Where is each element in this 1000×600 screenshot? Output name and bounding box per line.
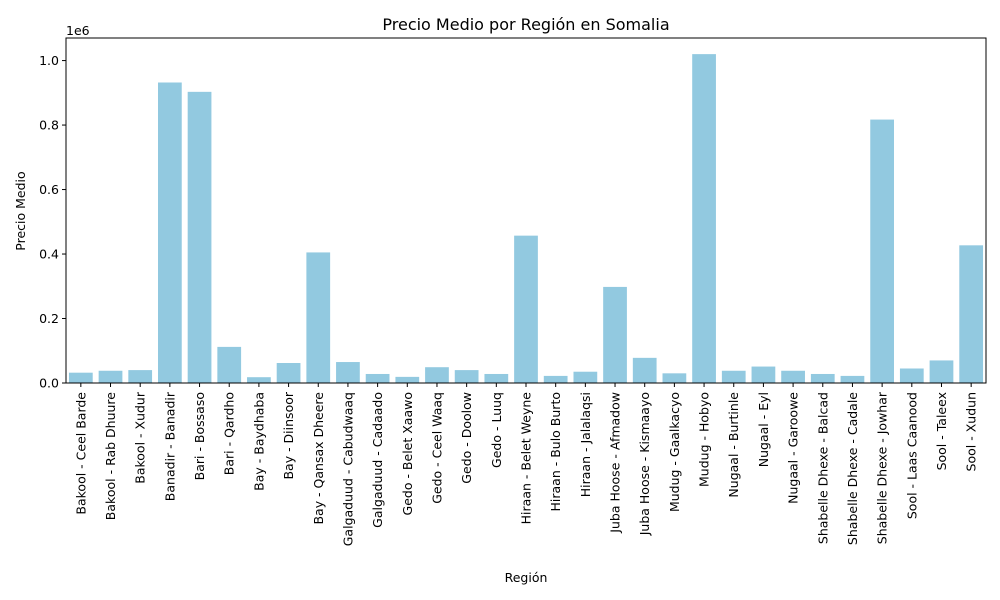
x-tick-label: Gedo - Luuq [489, 392, 504, 468]
bar [128, 370, 153, 383]
x-tick-label: Shabelle Dhexe - Cadale [845, 392, 860, 545]
x-axis: Bakool - Ceel Barde Bakool - Rab Dhuure Ba… [73, 383, 979, 546]
chart-title: Precio Medio por Región en Somalia [382, 15, 669, 34]
x-tick-label: Bay - Diinsoor [281, 391, 296, 479]
bar [187, 91, 212, 383]
x-tick-label: Shabelle Dhexe - Jowhar [875, 391, 890, 544]
bar [840, 375, 865, 383]
bar [692, 54, 716, 384]
x-tick-label: Nugaal - Garoowe [786, 392, 801, 504]
x-axis-label: Región [505, 570, 548, 585]
x-tick-label: Bari - Qardho [222, 392, 237, 475]
y-tick-label: 0.8 [39, 118, 59, 133]
x-tick-label: Bakool - Rab Dhuure [103, 392, 118, 520]
bars-group [68, 54, 984, 384]
bar [158, 82, 182, 383]
x-tick-label: Mudug - Gaalkacyo [667, 392, 682, 512]
x-tick-label: Hiraan - Bulo Burto [548, 392, 563, 512]
x-tick-label: Bay - Baydhaba [251, 392, 266, 491]
x-tick-label: Gedo - Ceel Waaq [429, 392, 444, 504]
bar [870, 119, 894, 383]
bar [632, 357, 657, 383]
bar [98, 370, 123, 383]
x-tick-label: Shabelle Dhexe - Balcad [815, 392, 830, 544]
x-tick-label: Nugaal - Eyl [756, 392, 771, 467]
x-tick-label: Juba Hoose - Kismaayo [637, 392, 652, 536]
x-tick-label: Nugaal - Burtinle [726, 392, 741, 498]
bar [929, 360, 954, 383]
x-tick-label: Hiraan - Belet Weyne [519, 392, 534, 525]
bar [68, 372, 93, 383]
x-tick-label: Galgaduud - Cadaado [370, 392, 385, 528]
bar [247, 377, 271, 383]
bar [454, 370, 479, 383]
y-tick-label: 0.0 [39, 376, 59, 391]
x-tick-label: Bay - Qansax Dheere [311, 392, 326, 525]
y-tick-label: 0.2 [39, 311, 59, 326]
bar [781, 370, 805, 383]
bar [276, 363, 301, 383]
x-tick-label: Gedo - Belet Xaawo [400, 392, 415, 515]
bar [514, 235, 538, 383]
bar [662, 373, 687, 383]
x-tick-label: Bakool - Xudur [133, 391, 148, 484]
bar [721, 370, 746, 383]
bar [425, 367, 449, 383]
x-tick-label: Mudug - Hobyo [697, 392, 712, 487]
bar [217, 346, 242, 383]
y-axis: 0.0 0.2 0.4 0.6 0.8 1.0 [39, 53, 66, 391]
bar [336, 362, 360, 383]
plot-frame [65, 37, 987, 384]
x-tick-label: Sool - Taleex [934, 392, 949, 470]
x-tick-label: Banadir - Banadir [162, 391, 177, 501]
x-tick-label: Galgaduud - Cabudwaaq [340, 392, 355, 546]
bar [603, 286, 627, 383]
y-axis-label: Precio Medio [13, 171, 28, 250]
bar [484, 373, 509, 383]
bar [810, 373, 835, 383]
bar [395, 376, 420, 383]
bar [751, 366, 776, 383]
bar [899, 368, 924, 383]
x-tick-label: Hiraan - Jalalaqsi [578, 392, 593, 497]
x-tick-label: Gedo - Doolow [459, 392, 474, 484]
x-tick-label: Sool - Xudun [964, 392, 979, 471]
y-axis-offset-label: 1e6 [66, 23, 90, 38]
x-tick-label: Sool - Laas Caanood [904, 392, 919, 519]
x-tick-label: Bari - Bossaso [192, 392, 207, 480]
bar [959, 245, 984, 383]
bar [365, 373, 390, 383]
bar [573, 371, 598, 383]
y-tick-label: 0.6 [39, 182, 59, 197]
y-tick-label: 0.4 [39, 247, 59, 262]
y-tick-label: 1.0 [39, 53, 59, 68]
bar [306, 252, 331, 383]
x-tick-label: Juba Hoose - Afmadow [608, 392, 623, 534]
x-tick-label: Bakool - Ceel Barde [73, 392, 88, 515]
bar [543, 375, 568, 383]
